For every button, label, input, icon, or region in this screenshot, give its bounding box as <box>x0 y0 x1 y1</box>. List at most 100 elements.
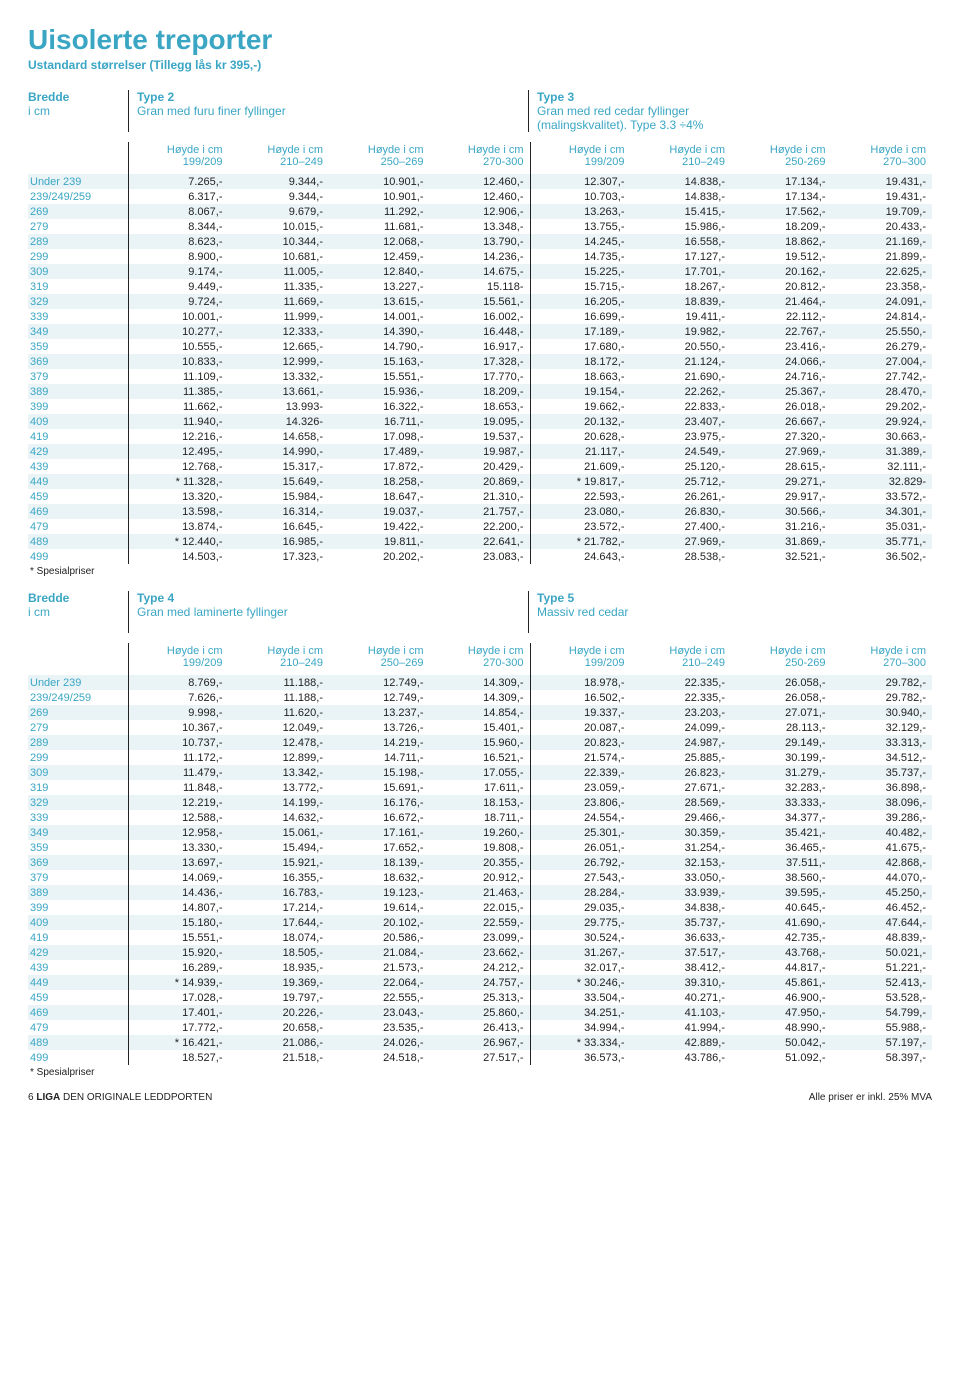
price-cell: 15.921,- <box>229 855 330 870</box>
price-cell: 18.978,- <box>530 675 631 690</box>
price-cell: 11.005,- <box>229 264 330 279</box>
price-cell: 22.767,- <box>731 324 832 339</box>
row-header: 329 <box>28 294 128 309</box>
price-cell: 25.120,- <box>631 459 732 474</box>
price-cell: 23.572,- <box>530 519 631 534</box>
price-cell: 30.663,- <box>832 429 933 444</box>
col-header: Høyde i cm210–249 <box>631 643 732 675</box>
price-cell: 13.726,- <box>329 720 430 735</box>
col-header: Høyde i cm270-300 <box>430 142 531 174</box>
price-cell: 11.172,- <box>128 750 229 765</box>
price-cell: 24.987,- <box>631 735 732 750</box>
price-cell: 58.397,- <box>832 1050 933 1065</box>
price-cell: 15.920,- <box>128 945 229 960</box>
price-cell: 12.049,- <box>229 720 330 735</box>
price-cell: 36.898,- <box>832 780 933 795</box>
price-cell: 20.586,- <box>329 930 430 945</box>
price-cell: 23.416,- <box>731 339 832 354</box>
price-cell: 16.521,- <box>430 750 531 765</box>
price-cell: 17.328,- <box>430 354 531 369</box>
page-title: Uisolerte treporter <box>28 24 932 56</box>
price-cell: 16.176,- <box>329 795 430 810</box>
price-cell: 19.260,- <box>430 825 531 840</box>
table-row: 33912.588,-14.632,-16.672,-18.711,-24.55… <box>28 810 932 825</box>
price-cell: 11.662,- <box>128 399 229 414</box>
price-cell: 40.271,- <box>631 990 732 1005</box>
price-cell: 9.724,- <box>128 294 229 309</box>
price-cell: 31.254,- <box>631 840 732 855</box>
section2-type-header: Bredde i cm Type 4 Gran med laminerte fy… <box>28 591 932 633</box>
price-cell: * 12.440,- <box>128 534 229 549</box>
price-cell: 18.074,- <box>229 930 330 945</box>
row-header: 419 <box>28 930 128 945</box>
price-cell: 19.411,- <box>631 309 732 324</box>
row-header: 459 <box>28 990 128 1005</box>
price-cell: 19.369,- <box>229 975 330 990</box>
table-row: 27910.367,-12.049,-13.726,-15.401,-20.08… <box>28 720 932 735</box>
price-cell: 33.050,- <box>631 870 732 885</box>
price-cell: 31.216,- <box>731 519 832 534</box>
table-row: Under 2398.769,-11.188,-12.749,-14.309,-… <box>28 675 932 690</box>
price-cell: 15.061,- <box>229 825 330 840</box>
price-cell: 20.429,- <box>430 459 531 474</box>
price-cell: 10.737,- <box>128 735 229 750</box>
price-cell: 15.401,- <box>430 720 531 735</box>
row-header: 279 <box>28 720 128 735</box>
type3-name: Type 3 <box>537 90 928 104</box>
price-cell: 35.421,- <box>731 825 832 840</box>
price-cell: 16.502,- <box>530 690 631 705</box>
price-cell: 11.109,- <box>128 369 229 384</box>
table-row: 46917.401,-20.226,-23.043,-25.860,-34.25… <box>28 1005 932 1020</box>
price-cell: 13.227,- <box>329 279 430 294</box>
price-cell: 25.367,- <box>731 384 832 399</box>
price-cell: 22.559,- <box>430 915 531 930</box>
price-cell: 16.289,- <box>128 960 229 975</box>
price-cell: 13.330,- <box>128 840 229 855</box>
price-cell: 25.550,- <box>832 324 933 339</box>
price-cell: 17.701,- <box>631 264 732 279</box>
row-header: 389 <box>28 384 128 399</box>
price-cell: 10.703,- <box>530 189 631 204</box>
row-header: 379 <box>28 870 128 885</box>
row-header: 469 <box>28 1005 128 1020</box>
price-cell: 14.675,- <box>430 264 531 279</box>
table-row: 42912.495,-14.990,-17.489,-19.987,-21.11… <box>28 444 932 459</box>
price-cell: 15.317,- <box>229 459 330 474</box>
row-header: 489 <box>28 534 128 549</box>
row-header: 339 <box>28 309 128 324</box>
price-cell: 10.344,- <box>229 234 330 249</box>
table-row: 2699.998,-11.620,-13.237,-14.854,-19.337… <box>28 705 932 720</box>
price-cell: 12.219,- <box>128 795 229 810</box>
price-cell: 33.333,- <box>731 795 832 810</box>
table-row: 489* 12.440,-16.985,-19.811,-22.641,-* 2… <box>28 534 932 549</box>
bredde-label-2: Bredde <box>28 591 128 605</box>
price-cell: 16.645,- <box>229 519 330 534</box>
price-cell: 19.614,- <box>329 900 430 915</box>
table-row: 47913.874,-16.645,-19.422,-22.200,-23.57… <box>28 519 932 534</box>
row-header: 399 <box>28 399 128 414</box>
price-cell: 22.335,- <box>631 690 732 705</box>
price-cell: 13.237,- <box>329 705 430 720</box>
footer-tagline: DEN ORIGINALE LEDDPORTEN <box>63 1092 212 1103</box>
price-cell: * 33.334,- <box>530 1035 631 1050</box>
price-cell: 11.681,- <box>329 219 430 234</box>
price-cell: 17.189,- <box>530 324 631 339</box>
price-cell: 53.528,- <box>832 990 933 1005</box>
price-cell: 15.561,- <box>430 294 531 309</box>
price-cell: 24.066,- <box>731 354 832 369</box>
type2-name: Type 2 <box>137 90 528 104</box>
price-cell: 54.799,- <box>832 1005 933 1020</box>
price-cell: 57.197,- <box>832 1035 933 1050</box>
table-row: 2998.900,-10.681,-12.459,-14.236,-14.735… <box>28 249 932 264</box>
price-cell: 12.999,- <box>229 354 330 369</box>
table-row: 2698.067,-9.679,-11.292,-12.906,-13.263,… <box>28 204 932 219</box>
price-cell: 15.180,- <box>128 915 229 930</box>
price-cell: 17.127,- <box>631 249 732 264</box>
price-cell: 42.889,- <box>631 1035 732 1050</box>
price-cell: 20.812,- <box>731 279 832 294</box>
price-cell: 18.711,- <box>430 810 531 825</box>
row-header: Under 239 <box>28 174 128 189</box>
price-cell: 32.111,- <box>832 459 933 474</box>
price-cell: 46.452,- <box>832 900 933 915</box>
price-cell: 19.537,- <box>430 429 531 444</box>
